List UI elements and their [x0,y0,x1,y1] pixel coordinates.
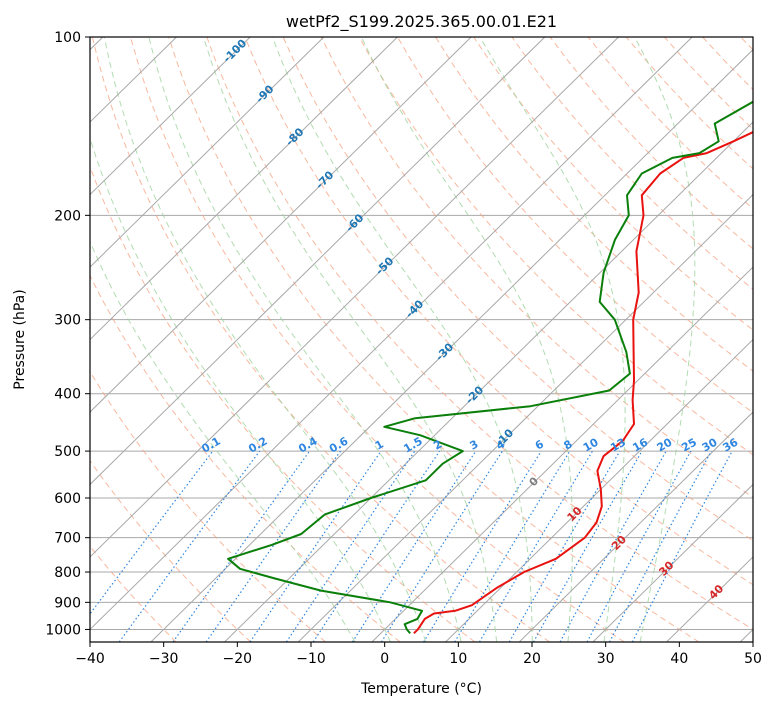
x-axis-title: Temperature (°C) [360,681,482,697]
x-tick-label: 0 [380,651,389,667]
moist-adiabat-line [103,37,427,642]
moist-adiabat-line [271,37,533,642]
moist-adiabat-line [360,37,573,642]
dry-adiabat-line [435,37,753,372]
isotherm-line [224,121,753,642]
mixing-ratio-line [90,450,214,615]
x-tick-label: 10 [449,651,467,667]
isotherm-line [297,193,753,642]
y-tick-label: 700 [54,531,81,547]
x-tick-label: −10 [296,651,326,667]
mixing-ratio-line [559,450,667,642]
dry-adiabat-line [90,274,401,642]
y-tick-label: 400 [54,387,81,403]
dry-adiabat-line [91,37,550,642]
mixing-ratio-line [312,450,441,642]
moist-adiabat-line [202,37,498,642]
y-tick-label: 600 [54,491,81,507]
mixing-ratio-line [285,450,416,642]
dry-adiabat-line [244,37,753,586]
isotherm-line [371,266,753,642]
dry-adiabat-line [168,37,700,642]
dry-adiabat-line [358,37,753,456]
mixing-ratio-line [380,450,503,642]
y-tick-label: 800 [54,565,81,581]
dry-adiabat-line [320,37,753,498]
isotherm-line [90,37,546,486]
dry-adiabat-line [90,370,326,642]
x-tick-label: 20 [523,651,541,667]
chart-title: wetPf2_S199.2025.365.00.01.E21 [286,12,557,32]
dry-adiabat-line [90,165,476,642]
isotherm-line [150,48,753,642]
y-tick-label: 300 [54,313,81,329]
y-axis-title: Pressure (hPa) [12,289,28,389]
x-tick-label: 50 [744,651,762,667]
moist-adiabat-line [634,37,696,642]
mixing-ratio-line [609,450,712,642]
dry-adiabat-line [473,37,753,331]
y-tick-label: 500 [54,444,81,460]
mixing-ratio-line [172,450,311,642]
y-tick-label: 100 [54,30,81,46]
y-tick-label: 200 [54,208,81,224]
mixing-ratio-line [586,450,692,642]
isotherm-line [518,411,753,642]
x-tick-label: −20 [223,651,253,667]
isotherm-line [90,37,472,413]
isotherm-line [90,37,325,268]
moist-adiabat-line [479,37,626,642]
temperature-profile-line [413,130,753,635]
moist-adiabat-line [148,37,462,642]
mixing-ratio-line [454,450,571,642]
y-tick-label: 1000 [45,622,81,638]
mixing-ratio-line [249,450,382,642]
isotherm-line [90,37,619,558]
mixing-ratio-line [205,450,341,642]
isotherm-line [445,338,753,642]
dry-adiabat-line [206,37,753,630]
dry-adiabat-line [90,460,252,642]
isotherm-line [90,37,693,631]
mixing-ratio-line [351,450,477,642]
mixing-ratio-line [118,450,261,642]
mixing-ratio-line [532,450,643,642]
x-tick-label: −40 [75,651,105,667]
dewpoint-profile-line [227,100,753,634]
plot-frame [89,36,754,643]
x-tick-label: 40 [670,651,688,667]
y-tick-label: 900 [54,595,81,611]
isotherm-line [592,483,753,642]
dry-adiabat-line [397,37,753,414]
dry-adiabat-line [282,37,753,542]
dry-adiabat-line [130,37,625,642]
x-tick-label: 30 [597,651,615,667]
mixing-ratio-line [423,450,542,642]
x-tick-label: −30 [149,651,179,667]
moist-adiabat-line [90,240,356,642]
isotherm-line [90,37,251,196]
